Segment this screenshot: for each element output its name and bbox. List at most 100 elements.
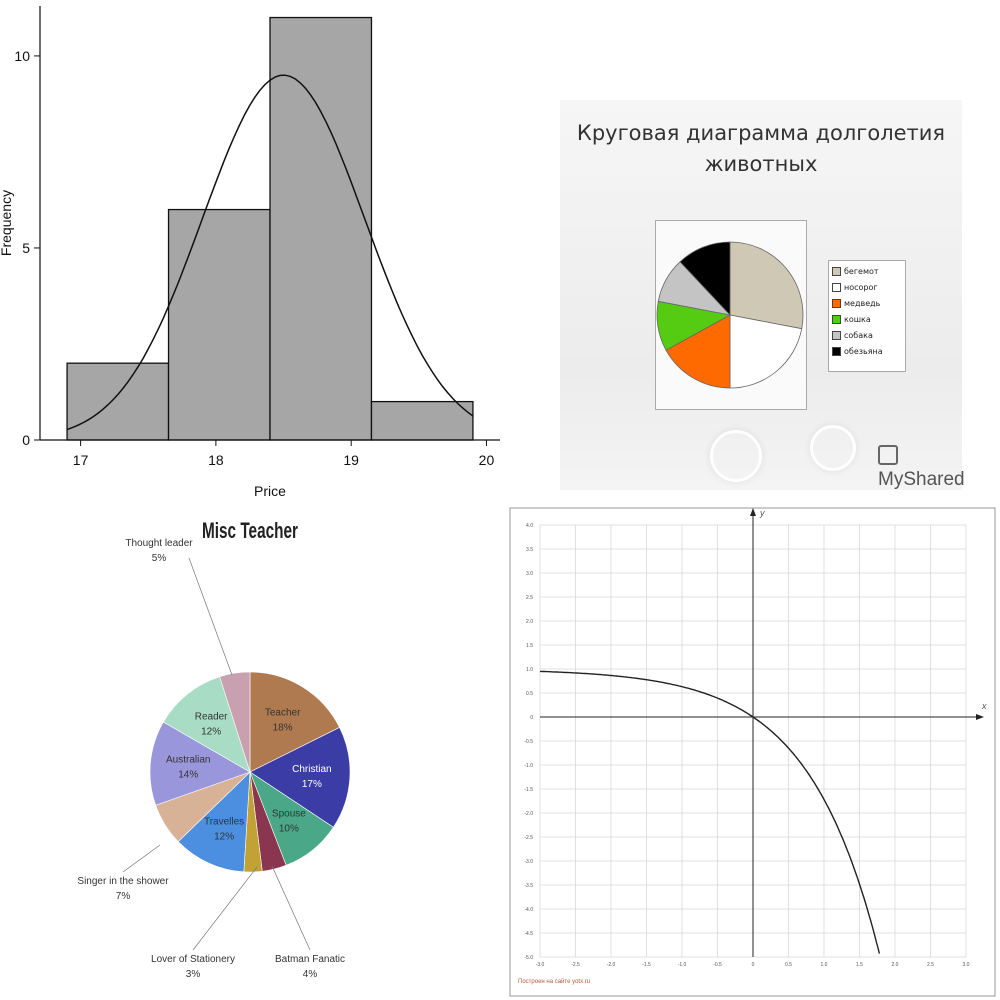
function-curve-line	[540, 670, 881, 954]
histogram-chart: 0 5 10 17 18 19 20 Price Frequency	[0, 6, 500, 499]
teacher-slice-label-0: Teacher	[265, 707, 301, 718]
animal-pie-legend: бегемот носорог медведь кошка собака обезьяна	[828, 260, 906, 372]
x-tick-label-5: -0.5	[713, 962, 722, 968]
x-tick-label-7: 0.5	[785, 962, 792, 968]
animal-legend-swatch-5	[832, 346, 841, 356]
histogram-bar-2	[269, 16, 373, 441]
teacher-pie-slice-9	[219, 671, 251, 773]
teacher-pie-slice-1	[249, 727, 351, 828]
teacher-pie-slice-0	[249, 671, 340, 773]
y-tick-label-2: 10	[14, 48, 30, 64]
teacher-slice-pct-1: 17%	[302, 779, 322, 790]
y-tick-label-3: 2.5	[526, 595, 533, 601]
histogram-bar-3	[370, 400, 474, 441]
x-tick-label-6: 0	[752, 962, 755, 968]
y-tick-label-13: -2.5	[524, 835, 533, 841]
teacher-pie-slice-8	[162, 676, 251, 773]
y-tick-label-15: -3.5	[524, 883, 533, 889]
animal-legend-label-0: бегемот	[844, 266, 879, 276]
animal-pie-title-line-1: Круговая диаграмма долголетия	[576, 121, 946, 145]
myshared-watermark-text: MyShared	[878, 469, 965, 490]
histogram-panel: 0 5 10 17 18 19 20 Price Frequency	[0, 0, 520, 500]
teacher-leader-line-9	[188, 557, 233, 676]
animal-pie-slice-0	[729, 241, 804, 330]
animal-pie-slice-1	[729, 314, 803, 389]
teacher-slice-pct-6: 7%	[116, 891, 131, 902]
teacher-slice-pct-7: 14%	[178, 769, 198, 780]
x-tick-label-1: -2.5	[571, 962, 580, 968]
animal-legend-swatch-2	[832, 298, 841, 308]
y-axis-arrow	[750, 508, 756, 516]
x-tick-label-0: 17	[73, 452, 89, 468]
teacher-leader-line-6	[122, 844, 161, 873]
teacher-slice-pct-3: 4%	[303, 969, 318, 980]
animal-legend-item-3: кошка	[832, 311, 902, 327]
animal-legend-item-5: обезьяна	[832, 343, 902, 359]
animal-legend-swatch-0	[832, 266, 841, 276]
animal-legend-item-1: носорог	[832, 279, 902, 295]
function-graph-chart: x y 4.0 3.5 3.0 2.5 2.0 1.5 1.0 0.5 0 -0.5 -1.0 -1.5 -…	[509, 507, 996, 997]
y-axis-title: Frequency	[0, 190, 14, 256]
misc-teacher-panel: Misc Teacher Teacher 18% Christian 17% Spouse…	[0, 500, 500, 1000]
teacher-slice-label-1: Christian	[292, 764, 331, 775]
animal-legend-swatch-1	[832, 282, 841, 292]
teacher-slice-pct-4: 3%	[186, 969, 201, 980]
myshared-watermark: MyShared	[878, 445, 965, 491]
x-tick-label-12: 3.0	[963, 962, 970, 968]
teacher-slice-pct-0: 18%	[273, 722, 293, 733]
y-tick-label-0: 0	[22, 432, 30, 448]
teacher-leader-line-4	[192, 866, 258, 951]
teacher-pie-slice-7	[149, 721, 251, 806]
teacher-slice-pct-2: 10%	[279, 823, 299, 834]
y-tick-label-18: -5.0	[524, 955, 533, 961]
animal-pie-slice-5	[679, 241, 731, 317]
teacher-pie-slice-5	[177, 771, 251, 873]
y-tick-label-11: -1.5	[524, 787, 533, 793]
x-tick-label-10: 2.0	[892, 962, 899, 968]
y-axis-title: y	[759, 508, 765, 518]
animal-legend-item-0: бегемот	[832, 263, 902, 279]
y-tick-label-17: -4.5	[524, 931, 533, 937]
y-tick-label-10: -1.0	[524, 763, 533, 769]
y-tick-label-12: -2.0	[524, 811, 533, 817]
teacher-slice-label-6: Singer in the shower	[77, 876, 169, 887]
animal-pie-title: Круговая диаграмма долголетия животных	[560, 118, 962, 180]
teacher-slice-label-5: Travelles	[204, 816, 244, 827]
function-graph-panel: x y 4.0 3.5 3.0 2.5 2.0 1.5 1.0 0.5 0 -0.5 -1.0 -1.5 -…	[500, 500, 1000, 1000]
x-tick-label-4: -1.0	[678, 962, 687, 968]
animal-pie-title-line-2: животных	[704, 152, 818, 176]
x-axis-title: Price	[254, 483, 286, 499]
teacher-slice-label-2: Spouse	[272, 808, 306, 819]
animal-legend-label-3: кошка	[844, 314, 871, 324]
myshared-logo-icon	[878, 445, 898, 465]
graph-footer-text: Построен на сайте yotx.ru	[518, 978, 590, 985]
misc-teacher-title: Misc Teacher	[202, 518, 298, 543]
x-tick-label-8: 1.0	[821, 962, 828, 968]
y-tick-label-9: -0.5	[524, 739, 533, 745]
y-tick-label-4: 2.0	[526, 619, 533, 625]
animal-legend-swatch-4	[832, 330, 841, 340]
animal-legend-swatch-3	[832, 314, 841, 324]
animal-legend-label-5: обезьяна	[844, 346, 883, 356]
x-tick-label-2: -2.0	[607, 962, 616, 968]
decorative-swirl-right	[810, 425, 856, 471]
animal-pie-chart	[656, 241, 804, 389]
misc-teacher-pie-chart: Misc Teacher Teacher 18% Christian 17% Spouse…	[77, 518, 351, 980]
y-tick-label-1: 3.5	[526, 547, 533, 553]
y-tick-label-7: 0.5	[526, 691, 533, 697]
y-tick-label-8: 0	[530, 715, 533, 721]
histogram-bar-1	[167, 208, 271, 441]
x-tick-label-2: 19	[343, 452, 359, 468]
x-axis-title: x	[981, 701, 987, 711]
y-tick-label-1: 5	[22, 240, 30, 256]
teacher-leader-line-3	[271, 865, 311, 951]
teacher-slice-pct-8: 12%	[201, 727, 221, 738]
x-tick-label-3: -1.5	[642, 962, 651, 968]
teacher-slice-label-3: Batman Fanatic	[275, 954, 345, 965]
teacher-slice-label-4: Lover of Stationery	[151, 954, 235, 965]
normal-curve-line	[66, 74, 474, 431]
animal-longevity-panel: Круговая диаграмма долголетия животных б…	[560, 100, 965, 491]
x-tick-label-1: 18	[208, 452, 224, 468]
x-axis-arrow	[976, 714, 984, 720]
teacher-slice-label-7: Australian	[166, 754, 210, 765]
